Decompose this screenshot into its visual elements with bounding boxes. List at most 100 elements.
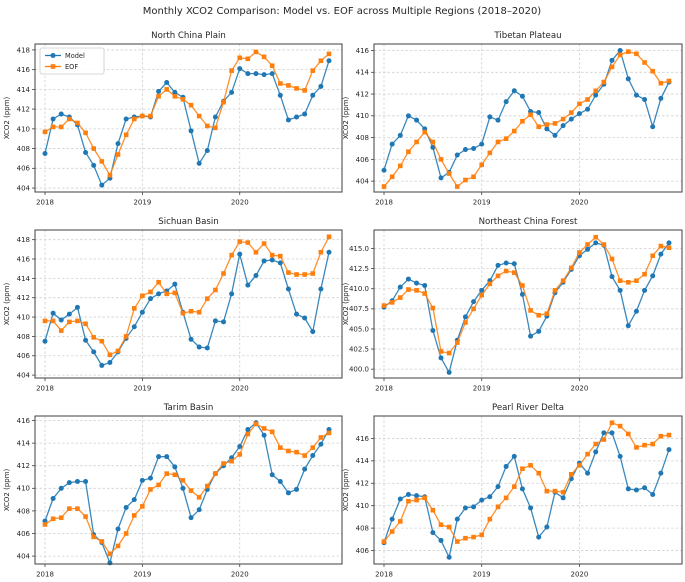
- eof-data-point: [229, 68, 234, 73]
- model-data-point: [414, 493, 420, 499]
- series-line: [44, 60, 330, 187]
- model-data-point: [609, 57, 615, 63]
- model-data-point: [188, 515, 194, 521]
- eof-data-point: [91, 335, 96, 340]
- plot-border: [373, 43, 683, 193]
- eof-data-point: [601, 437, 607, 442]
- eof-data-point: [634, 51, 639, 57]
- eof-data-point: [406, 149, 411, 155]
- eof-data-point: [642, 271, 647, 277]
- model-data-point: [617, 48, 623, 54]
- model-data-point: [172, 464, 178, 470]
- y-tick-label: 412: [356, 90, 369, 98]
- model-data-point: [107, 560, 113, 566]
- model-data-point: [560, 123, 566, 129]
- model-data-point: [617, 453, 623, 459]
- eof-data-point: [269, 429, 275, 435]
- subplot-title: Pearl River Delta: [492, 403, 564, 413]
- eof-data-point: [237, 239, 243, 244]
- eof-data-point: [422, 129, 428, 135]
- eof-data-point: [148, 487, 153, 492]
- eof-data-point: [115, 152, 121, 157]
- legend-box: [39, 47, 105, 75]
- model-data-point: [519, 291, 525, 297]
- model-data-point: [310, 92, 316, 98]
- model-data-point: [294, 114, 300, 120]
- model-data-point: [229, 291, 235, 297]
- model-data-point: [633, 308, 639, 314]
- series-line: [45, 236, 330, 356]
- subplot-north-china-plain: 404 406 408 410 412 414 416 418 2018 2019 2020 Nort…: [3, 31, 343, 207]
- eof-data-point: [123, 531, 129, 536]
- eof-data-point: [617, 423, 623, 429]
- eof-data-point: [520, 283, 525, 288]
- model-data-point: [245, 427, 251, 433]
- eof-data-point: [552, 288, 558, 293]
- eof-data-point: [666, 432, 672, 438]
- eof-data-point: [148, 289, 153, 295]
- eof-data-point: [617, 278, 623, 283]
- eof-data-point: [91, 146, 96, 151]
- series-eof: [381, 49, 672, 189]
- model-data-point: [609, 274, 615, 280]
- eof-data-point: [204, 483, 210, 489]
- legend-square-marker-icon: [50, 64, 56, 69]
- eof-data-point: [123, 334, 129, 339]
- eof-data-point: [75, 318, 80, 324]
- model-data-point: [99, 362, 105, 368]
- model-data-point: [172, 89, 178, 95]
- eof-data-point: [552, 121, 558, 126]
- model-data-point: [593, 449, 599, 455]
- eof-data-point: [67, 319, 72, 325]
- eof-data-point: [326, 51, 332, 57]
- eof-data-point: [511, 484, 517, 489]
- eof-data-point: [140, 504, 145, 509]
- model-data-point: [471, 145, 477, 151]
- eof-data-point: [658, 80, 664, 86]
- model-data-point: [503, 99, 509, 105]
- model-data-point: [430, 144, 436, 150]
- eof-data-point: [67, 116, 72, 122]
- eof-data-point: [164, 87, 170, 92]
- model-data-point: [123, 116, 129, 122]
- model-data-point: [66, 311, 72, 317]
- model-data-point: [397, 132, 403, 138]
- model-data-point: [66, 480, 72, 486]
- eof-data-point: [245, 431, 251, 437]
- eof-data-point: [253, 49, 259, 55]
- y-axis-label: XCO2 (ppm): [3, 96, 11, 139]
- eof-data-point: [642, 60, 647, 65]
- eof-data-point: [479, 292, 485, 298]
- y-tick-label: 412: [17, 294, 30, 302]
- model-data-point: [617, 287, 623, 293]
- eof-data-point: [172, 472, 178, 478]
- eof-data-point: [188, 488, 194, 493]
- eof-data-point: [544, 311, 550, 316]
- model-data-point: [83, 150, 89, 156]
- eof-data-point: [658, 243, 664, 249]
- y-axis-label: XCO2 (ppm): [342, 282, 350, 325]
- eof-data-point: [381, 303, 387, 308]
- model-data-point: [180, 485, 186, 491]
- eof-data-point: [196, 309, 202, 315]
- y-tick-label: 408: [356, 134, 369, 142]
- eof-data-point: [642, 442, 647, 448]
- model-data-point: [277, 92, 283, 98]
- model-data-point: [156, 454, 162, 460]
- model-data-point: [625, 76, 631, 82]
- eof-data-point: [294, 86, 299, 91]
- model-data-point: [462, 147, 468, 153]
- model-data-point: [91, 349, 97, 355]
- eof-data-point: [294, 449, 299, 455]
- eof-data-point: [585, 242, 590, 247]
- eof-data-point: [164, 471, 170, 476]
- eof-data-point: [446, 350, 452, 356]
- y-tick-label: 414: [17, 440, 31, 448]
- model-data-point: [585, 470, 591, 476]
- eof-data-point: [389, 300, 395, 305]
- model-data-point: [438, 355, 444, 361]
- eof-data-point: [286, 270, 291, 275]
- eof-data-point: [156, 93, 161, 99]
- gridlines: [374, 44, 682, 192]
- eof-data-point: [278, 81, 283, 86]
